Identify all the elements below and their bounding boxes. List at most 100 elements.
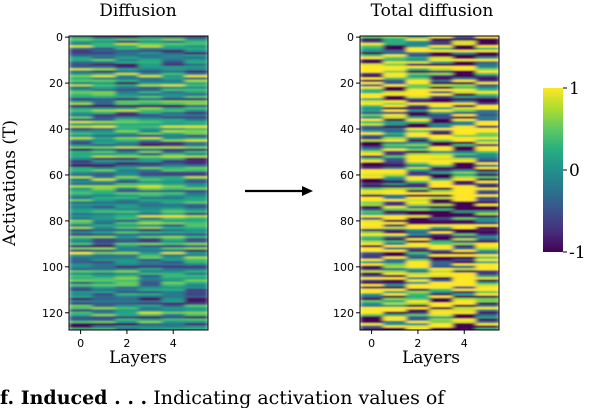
- heatmap-cell: [115, 307, 140, 310]
- heatmap-cell: [184, 272, 208, 276]
- heatmap-cell: [115, 143, 140, 147]
- heatmap-cell: [383, 270, 407, 274]
- heatmap-cell: [429, 137, 454, 140]
- heatmap-cell: [115, 95, 140, 99]
- heatmap-cell: [161, 288, 186, 292]
- heatmap-cell: [360, 313, 384, 317]
- heatmap-cell: [475, 162, 499, 166]
- heatmap-cell: [452, 86, 477, 90]
- heatmap-cell: [452, 274, 477, 278]
- heatmap-cell: [138, 178, 163, 182]
- heatmap-cell: [429, 293, 454, 297]
- heatmap-cell: [360, 235, 384, 239]
- heatmap-cell: [406, 327, 431, 330]
- heatmap-cell: [475, 228, 499, 232]
- heatmap-cell: [429, 203, 454, 207]
- heatmap-cell: [69, 79, 93, 83]
- heatmap-cell: [92, 311, 116, 315]
- heatmap-cell: [406, 72, 431, 76]
- heatmap-cell: [406, 120, 431, 124]
- heatmap-cell: [406, 320, 431, 324]
- heatmap-cell: [138, 304, 163, 308]
- heatmap-cell: [69, 222, 93, 225]
- heatmap-cell: [475, 180, 499, 184]
- heatmap-cell: [360, 318, 384, 322]
- heatmap-cell: [69, 116, 93, 120]
- heatmap-cell: [383, 160, 407, 163]
- heatmap-cell: [406, 212, 431, 216]
- heatmap-cell: [92, 148, 116, 152]
- heatmap-cell: [360, 91, 384, 95]
- heatmap-cell: [360, 157, 384, 161]
- heatmap-cell: [383, 100, 407, 104]
- heatmap-cell: [92, 320, 116, 324]
- heatmap-cell: [92, 38, 116, 42]
- heatmap-cell: [383, 98, 407, 101]
- heatmap-cell: [383, 139, 407, 143]
- heatmap-cell: [360, 52, 384, 55]
- heatmap-cell: [115, 228, 140, 232]
- heatmap-cell: [184, 313, 208, 317]
- heatmap-cell: [115, 286, 140, 290]
- heatmap-cell: [92, 104, 116, 108]
- heatmap-cell: [115, 192, 140, 196]
- heatmap-cell: [138, 38, 163, 42]
- heatmap-cell: [383, 316, 407, 320]
- heatmap-cell: [115, 313, 140, 317]
- heatmap-cell: [138, 45, 163, 49]
- heatmap-cell: [184, 309, 208, 313]
- heatmap-cell: [429, 228, 454, 232]
- heatmap-cell: [138, 88, 163, 92]
- heatmap-cell: [475, 49, 499, 53]
- heatmap-cell: [69, 290, 93, 294]
- heatmap-cell: [429, 109, 454, 113]
- heatmap-cell: [452, 36, 477, 39]
- heatmap-cell: [115, 169, 140, 173]
- heatmap-cell: [161, 146, 186, 150]
- heatmap-cell: [92, 58, 116, 62]
- heatmap-cell: [138, 247, 163, 251]
- heatmap-cell: [406, 79, 431, 83]
- heatmap-cell: [429, 127, 454, 131]
- heatmap-cell: [161, 130, 186, 134]
- heatmap-cell: [383, 187, 407, 191]
- heatmap-cell: [475, 217, 499, 221]
- heatmap-cell: [360, 114, 384, 117]
- heatmap-cell: [138, 153, 163, 157]
- heatmap-cell: [383, 157, 407, 161]
- heatmap-cell: [452, 139, 477, 143]
- heatmap-cell: [138, 68, 163, 72]
- heatmap-cell: [360, 201, 384, 205]
- heatmap-cell: [429, 208, 454, 212]
- heatmap-cell: [406, 143, 431, 147]
- y-tick-label: 0: [56, 31, 63, 44]
- heatmap-cell: [475, 169, 499, 173]
- heatmap-cell: [161, 166, 186, 170]
- heatmap-cell: [383, 249, 407, 253]
- heatmap-cell: [360, 107, 384, 111]
- heatmap-cell: [475, 54, 499, 58]
- heatmap-cell: [92, 95, 116, 99]
- heatmap-cell: [184, 325, 208, 329]
- heatmap-cell: [161, 162, 186, 166]
- heatmap-cell: [92, 146, 116, 150]
- heatmap-cell: [406, 146, 431, 150]
- heatmap-cell: [115, 183, 140, 186]
- heatmap-cell: [406, 258, 431, 262]
- heatmap-cell: [429, 219, 454, 223]
- heatmap-cell: [92, 130, 116, 134]
- heatmap-cell: [475, 143, 499, 147]
- heatmap-cell: [406, 54, 431, 58]
- heatmap-cell: [383, 107, 407, 111]
- heatmap-cell: [452, 120, 477, 124]
- heatmap-cell: [452, 295, 477, 299]
- heatmap-cell: [92, 75, 116, 78]
- heatmap-cell: [452, 247, 477, 251]
- heatmap-cell: [452, 180, 477, 184]
- heatmap-cell: [429, 160, 454, 163]
- heatmap-cell: [383, 201, 407, 205]
- heatmap-cell: [429, 240, 454, 244]
- heatmap-cell: [184, 231, 208, 235]
- heatmap-cell: [475, 274, 499, 278]
- heatmap-cell: [69, 100, 93, 104]
